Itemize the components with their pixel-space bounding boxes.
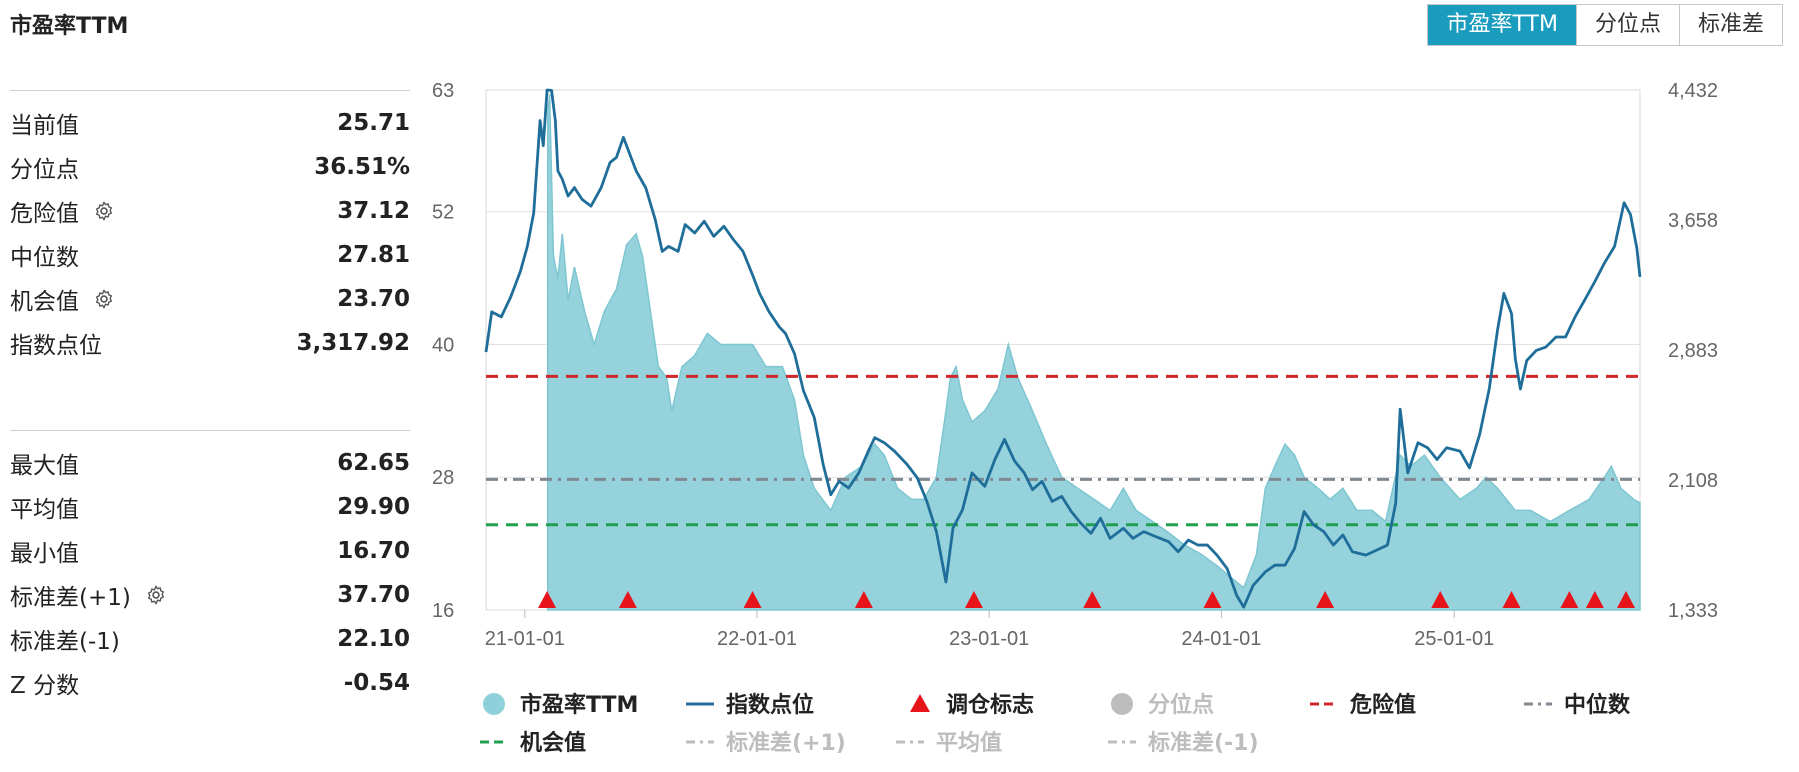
rebalance-marker [1203, 591, 1222, 608]
stat-row-percentile: 分位点 36.51% [10, 145, 410, 189]
legend-label: 平均值 [936, 730, 1002, 756]
stat-label: 最大值 [10, 453, 79, 479]
stat-label: 平均值 [10, 497, 79, 523]
stat-row-std-minus: 标准差(-1) 22.10 [10, 617, 410, 661]
y-right-tick-label: 4,432 [1668, 80, 1718, 102]
stat-label: 最小值 [10, 541, 79, 567]
stat-value: 37.12 [337, 198, 410, 224]
stat-value: 3,317.92 [296, 330, 411, 356]
stat-value: 25.71 [337, 110, 410, 136]
y-right-tick-label: 1,333 [1668, 600, 1718, 622]
y-left-tick-label: 16 [432, 600, 454, 622]
stat-value: 29.90 [337, 494, 410, 520]
legend-label: 调仓标志 [946, 692, 1034, 718]
stat-label: 危险值 [10, 201, 79, 227]
legend-label: 机会值 [520, 730, 586, 756]
tab-percentile[interactable]: 分位点 [1575, 5, 1679, 45]
rebalance-marker [1316, 591, 1335, 608]
stat-row-z-score: Z 分数 -0.54 [10, 661, 410, 705]
stat-value: -0.54 [343, 670, 410, 696]
y-left-tick-label: 28 [432, 467, 454, 489]
stat-label: 分位点 [10, 157, 79, 183]
stat-row-current-value: 当前值 25.71 [10, 101, 410, 145]
rebalance-marker [743, 591, 762, 608]
x-tick-label: 23-01-01 [949, 628, 1029, 650]
x-tick-label: 25-01-01 [1414, 628, 1494, 650]
gear-icon[interactable] [93, 200, 115, 222]
stat-value: 37.70 [337, 582, 410, 608]
stat-row-median: 中位数 27.81 [10, 233, 410, 277]
legend-swatch [483, 693, 505, 715]
stat-label: 中位数 [10, 245, 79, 271]
y-right-tick-label: 3,658 [1668, 210, 1718, 232]
tab-std-dev[interactable]: 标准差 [1678, 5, 1782, 45]
y-left-tick-label: 40 [432, 334, 454, 356]
gear-icon[interactable] [93, 288, 115, 310]
stat-value: 36.51% [314, 154, 410, 180]
legend-label: 标准差(-1) [1148, 730, 1259, 756]
stat-label: 指数点位 [10, 333, 102, 359]
pe-ttm-area [546, 94, 1641, 611]
page-title: 市盈率TTM [10, 14, 129, 39]
rebalance-marker [1585, 591, 1604, 608]
x-tick-label: 21-01-01 [485, 628, 565, 650]
y-right-tick-label: 2,108 [1668, 470, 1718, 492]
rebalance-marker [1617, 591, 1636, 608]
stat-value: 16.70 [337, 538, 410, 564]
rebalance-marker [964, 591, 983, 608]
stat-label: 当前值 [10, 113, 79, 139]
rebalance-marker [538, 591, 557, 608]
rebalance-marker [1431, 591, 1450, 608]
stats-panel-distribution: 最大值 62.65 平均值 29.90 最小值 16.70 标准差(+1) 37… [10, 430, 410, 705]
y-right-tick-label: 2,883 [1668, 340, 1718, 362]
legend-label: 指数点位 [726, 692, 814, 718]
tab-bar: 市盈率TTM 分位点 标准差 [1427, 4, 1783, 46]
stat-value: 22.10 [337, 626, 410, 652]
rebalance-marker [1560, 591, 1579, 608]
legend-swatch [910, 694, 930, 712]
stat-row-opportunity: 机会值 23.70 [10, 277, 410, 321]
gear-icon[interactable] [145, 584, 167, 606]
stat-label: 标准差(+1) [10, 585, 131, 611]
stat-row-index-level: 指数点位 3,317.92 [10, 321, 410, 365]
stat-row-mean: 平均值 29.90 [10, 485, 410, 529]
legend-label: 标准差(+1) [726, 730, 846, 756]
rebalance-marker [1083, 591, 1102, 608]
stats-panel-current: 当前值 25.71 分位点 36.51% 危险值 37.12 中位数 27.81… [10, 90, 410, 365]
stat-value: 62.65 [337, 450, 410, 476]
tab-pe-ttm[interactable]: 市盈率TTM [1428, 5, 1576, 45]
x-tick-label: 24-01-01 [1181, 628, 1261, 650]
x-tick-label: 22-01-01 [717, 628, 797, 650]
stat-value: 27.81 [337, 242, 410, 268]
stat-row-std-plus: 标准差(+1) 37.70 [10, 573, 410, 617]
legend-label: 中位数 [1564, 692, 1631, 718]
stat-row-min: 最小值 16.70 [10, 529, 410, 573]
legend-label: 分位点 [1148, 692, 1214, 718]
stat-value: 23.70 [337, 286, 410, 312]
y-left-tick-label: 63 [432, 80, 454, 102]
legend-label: 市盈率TTM [520, 692, 638, 718]
stat-row-danger: 危险值 37.12 [10, 189, 410, 233]
stat-row-max: 最大值 62.65 [10, 441, 410, 485]
legend-swatch [1111, 693, 1133, 715]
y-left-tick-label: 52 [432, 202, 454, 224]
stat-label: 标准差(-1) [10, 629, 120, 655]
legend-label: 危险值 [1350, 692, 1416, 718]
rebalance-marker [854, 591, 873, 608]
rebalance-marker [618, 591, 637, 608]
stat-label: Z 分数 [10, 673, 80, 699]
index-level-line [484, 88, 1642, 609]
stat-label: 机会值 [10, 289, 79, 315]
rebalance-marker [1502, 591, 1521, 608]
